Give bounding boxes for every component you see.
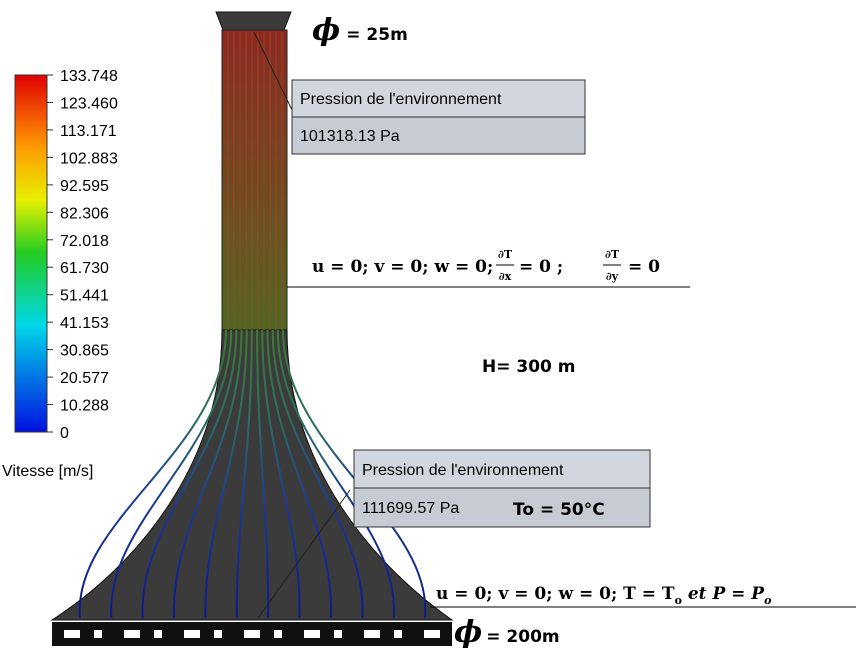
outlet-box-value: 101318.13 Pa (300, 128, 400, 145)
base-diameter-label: = 200m (486, 627, 559, 647)
ic-part3: P = P (711, 584, 765, 604)
colorbar-tick-label: 30.865 (60, 343, 109, 360)
base-diameter: ϕ= 200m (454, 615, 560, 650)
wc-frac2-den: ∂y (606, 270, 619, 283)
colorbar-tick-label: 72.018 (60, 233, 109, 250)
colorbar-tick-label: 61.730 (60, 260, 109, 277)
opening (64, 630, 80, 638)
top-cap (216, 12, 291, 30)
opening (334, 630, 342, 638)
wc-suffix: = 0 (628, 257, 660, 277)
wc-frac1-num: ∂T (498, 248, 513, 261)
opening (94, 630, 102, 638)
opening (184, 630, 200, 638)
chimney (222, 30, 287, 330)
wall-condition: u = 0; v = 0; w = 0; (312, 257, 493, 277)
colorbar-label: Vitesse [m/s] (2, 463, 93, 480)
opening (124, 630, 140, 638)
colorbar-tick-label: 10.288 (60, 398, 109, 415)
colorbar-tick-label: 102.883 (60, 150, 118, 167)
wc-prefix: u = 0; v = 0; w = 0; (312, 257, 493, 277)
wc-frac1-den: ∂x (499, 270, 512, 283)
top-diameter: ϕ = 25m (312, 13, 408, 48)
top-diameter-label: = 25m (346, 25, 408, 45)
opening (364, 630, 380, 638)
colorbar-ticks: 133.748 123.460 113.171 102.883 92.595 82.306… (47, 68, 118, 442)
colorbar-tick-label: 82.306 (60, 205, 109, 222)
figure: 133.748 123.460 113.171 102.883 92.595 82.306… (0, 0, 856, 652)
opening (424, 630, 440, 638)
ic-part2: et (682, 584, 713, 604)
colorbar-tick-label: 113.171 (60, 123, 117, 140)
colorbar-tick-label: 92.595 (60, 178, 109, 195)
colorbar-tick-label: 51.441 (60, 288, 109, 305)
outlet-box-title: Pression de l'environnement (300, 91, 502, 108)
colorbar-tick-label: 133.748 (60, 68, 118, 85)
colorbar-tick-label: 123.460 (60, 95, 118, 112)
opening (244, 630, 260, 638)
height: H= 300 m (482, 357, 576, 377)
colorbar-tick-label: 41.153 (60, 315, 109, 332)
colorbar (15, 75, 47, 432)
opening (304, 630, 320, 638)
wc-frac2-num: ∂T (605, 248, 620, 261)
colorbar-tick-label: 0 (60, 425, 69, 442)
inlet-box-value: 111699.57 Pa (362, 500, 459, 517)
opening (394, 630, 402, 638)
wc-mid: = 0 ; (519, 257, 563, 277)
opening (274, 630, 282, 638)
opening (214, 630, 222, 638)
inlet-condition: u = 0; v = 0; w = 0; T = To et P = Po (436, 584, 771, 607)
colorbar-tick-label: 20.577 (60, 370, 109, 387)
opening (154, 630, 162, 638)
phi: ϕ (312, 13, 340, 48)
ic-part1: u = 0; v = 0; w = 0; T = T (436, 584, 675, 604)
inlet-temperature: To = 50°C (513, 500, 605, 520)
ic-sub2: o (764, 594, 771, 607)
phi: ϕ (454, 615, 482, 650)
ic-sub1: o (675, 594, 682, 607)
inlet-box-title: Pression de l'environnement (362, 462, 564, 479)
